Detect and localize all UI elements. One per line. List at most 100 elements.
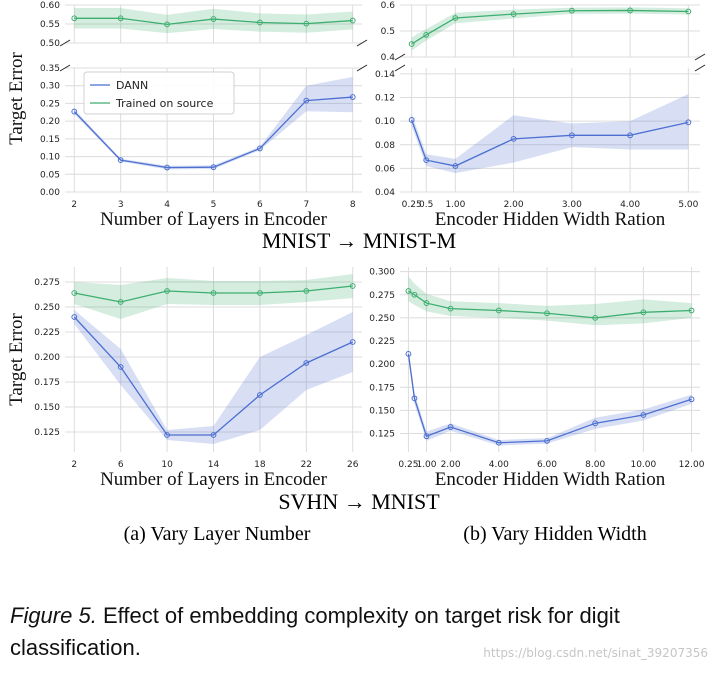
figure-caption-label: Figure 5.	[10, 603, 97, 628]
mnist_layers-upper-y-tick-label: 0.50	[40, 39, 60, 49]
mnist_width-lower-plot-area	[400, 68, 700, 192]
svhn_layers-main-source-point	[303, 288, 310, 294]
legend-dann-label: DANN	[116, 79, 148, 92]
mnist_layers-upper-source-band	[74, 8, 353, 34]
mnist_layers-lower-dann-point	[303, 97, 310, 104]
mnist_width-axis-break-mark	[694, 64, 706, 72]
mnist_layers-lower-dann-line	[73, 96, 353, 169]
mnist_layers-lower-y-tick-label: 0.20	[40, 117, 60, 127]
svhn_width-x-axis-label: Encoder Hidden Width Ration	[435, 469, 666, 490]
svhn_width-main-dann-point	[495, 439, 502, 446]
svhn_layers-main-dann-point	[117, 364, 124, 370]
mnist_layers-axis-break-mark	[356, 39, 368, 47]
mnist_layers-lower-y-tick-label: 0.10	[40, 153, 60, 163]
mnist_layers-upper-source-point	[257, 19, 263, 26]
mnist_layers-upper-source-point	[164, 21, 170, 28]
svhn_width-main-dann-point	[423, 433, 430, 440]
mnist_width-upper-y-tick-label: 0.6	[381, 1, 396, 11]
watermark: https://blog.csdn.net/sinat_39207356	[483, 646, 708, 660]
svhn_width-main-source-point	[592, 314, 599, 321]
svhn_layers-main-y-tick-label: 0.275	[34, 278, 60, 288]
mnist_width-lower-dann-point	[627, 132, 633, 139]
svhn_width-main-dann-point	[592, 420, 599, 427]
svhn_width-main-dann-point	[688, 396, 695, 403]
svhn_width-main-y-tick-label: 0.125	[369, 430, 395, 440]
svhn_width-main-dann-point	[405, 351, 412, 357]
svhn_layers-main-source-band	[74, 274, 353, 319]
mnist_width-lower-dann-point	[452, 163, 459, 169]
svhn_width-main-source-band	[408, 276, 692, 326]
svhn_layers-main-source-point	[210, 290, 217, 296]
legend-box	[83, 71, 235, 115]
svhn_layers-main-dann-point	[164, 432, 170, 438]
figure-caption: Figure 5. Effect of embedding complexity…	[10, 600, 710, 664]
svhn_layers-main-source-point	[349, 283, 356, 289]
svhn_layers-x-tick-label: 6	[118, 460, 124, 470]
mnist_layers-upper-source-point	[117, 15, 124, 22]
mnist_width-upper-source-point	[408, 41, 415, 47]
mnist_layers-lower-dann-point	[164, 164, 170, 171]
svhn_width-main-source-point	[423, 300, 430, 306]
mnist_layers-axis-break-mark	[356, 64, 368, 72]
mnist_layers-lower-y-tick-label: 0.35	[40, 64, 60, 74]
svhn_width-main-source-point	[544, 310, 550, 317]
mnist_width-upper-y-tick-label: 0.5	[381, 27, 395, 37]
mnist_width-upper-source-point	[510, 11, 517, 18]
mnist_layers-x-tick-label: 7	[303, 200, 309, 210]
svhn_width-x-tick-label: 2.00	[441, 460, 461, 470]
mnist_width-upper-source-point	[685, 8, 692, 15]
mnist_width-upper-source-point	[568, 7, 575, 14]
mnist_layers-lower-y-tick-label: 0.05	[40, 170, 60, 180]
mnist_width-lower-dann-band	[411, 93, 689, 174]
row-title-mnist: MNIST → MNIST-M	[261, 228, 457, 253]
mnist_width-lower-dann-point	[568, 132, 575, 139]
mnist_width-upper-source-band	[411, 7, 689, 51]
svhn_layers-x-tick-label: 26	[347, 460, 359, 470]
mnist_width-lower-y-tick-label: 0.06	[375, 164, 395, 174]
mnist_layers-axis-break-mark	[59, 39, 71, 47]
mnist_layers-x-tick-label: 4	[164, 200, 170, 210]
svhn_layers-x-tick-label: 22	[301, 460, 312, 470]
row-title-svhn: SVHN → MNIST	[278, 489, 440, 514]
svhn_width-x-tick-label: 12.00	[679, 460, 705, 470]
mnist_width-lower-dann-line	[411, 119, 689, 167]
column-caption-a: (a) Vary Layer Number	[123, 523, 311, 545]
mnist_width-axis-break-mark	[694, 53, 706, 61]
svhn_layers-main-dann-point	[257, 392, 263, 398]
mnist_width-lower-y-tick-label: 0.04	[375, 188, 395, 198]
svhn_layers-main-dann-point	[210, 432, 217, 438]
svhn_layers-main-y-tick-label: 0.175	[34, 378, 60, 388]
svhn_width-main-source-point	[495, 307, 502, 314]
svhn_width-main-source-point	[405, 288, 412, 294]
svhn_layers-main-dann-point	[303, 360, 310, 366]
mnist_layers-lower-dann-point	[71, 108, 78, 115]
mnist_layers-x-tick-label: 8	[350, 200, 356, 210]
mnist_layers-lower-y-tick-label: 0.30	[40, 82, 60, 92]
mnist_layers-y-axis-label: Target Error	[6, 51, 27, 144]
mnist_layers-lower-dann-point	[210, 164, 217, 171]
svhn_width-x-tick-label: 6.00	[537, 460, 557, 470]
svhn_layers-main-y-tick-label: 0.150	[34, 403, 60, 413]
mnist_width-lower-y-tick-label: 0.14	[375, 70, 395, 80]
svhn_layers-main-source-point	[117, 299, 124, 305]
svhn_layers-main-source-point	[71, 290, 78, 296]
svhn_width-main-dann-point	[544, 438, 550, 444]
mnist_layers-upper-source-point	[349, 17, 356, 24]
mnist_width-x-axis-label: Encoder Hidden Width Ration	[435, 209, 666, 230]
svhn_width-main-source-point	[411, 291, 418, 298]
mnist_width-x-tick-label: 0.25	[402, 200, 422, 210]
mnist_layers-lower-dann-point	[257, 145, 263, 152]
svhn_layers-main-y-tick-label: 0.250	[34, 303, 60, 313]
svhn_width-main-dann-line	[407, 353, 692, 444]
mnist_width-axis-break-mark	[394, 53, 406, 61]
svhn_width-x-tick-label: 8.00	[585, 460, 605, 470]
mnist_width-upper-source-line	[411, 9, 689, 45]
mnist_width-lower-dann-point	[510, 135, 517, 142]
svhn_width-main-y-tick-label: 0.175	[369, 383, 395, 393]
mnist_layers-axis-break-mark	[59, 64, 71, 72]
figure-caption-text: Effect of embedding complexity on target…	[10, 603, 620, 660]
mnist_layers-upper-y-tick-label: 0.60	[40, 1, 60, 11]
svhn_layers-main-dann-band	[74, 310, 353, 444]
mnist_width-upper-y-tick-label: 0.4	[381, 53, 396, 63]
mnist_width-axis-break-mark	[394, 64, 406, 72]
